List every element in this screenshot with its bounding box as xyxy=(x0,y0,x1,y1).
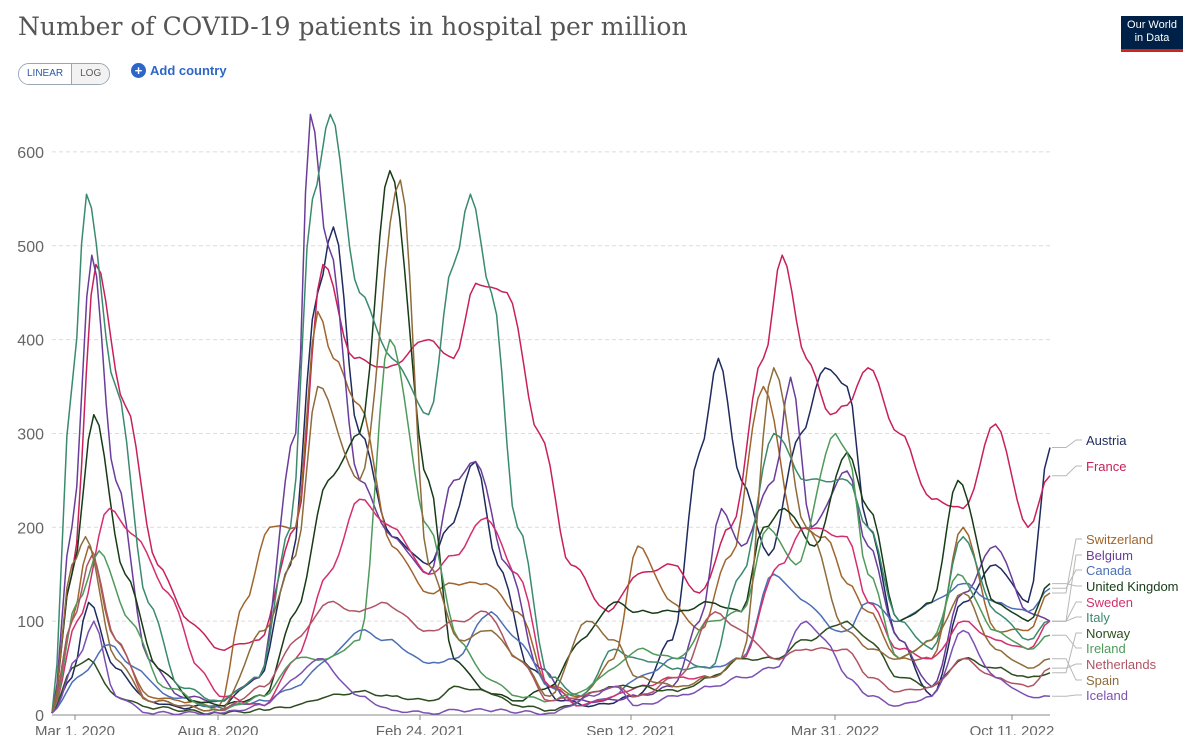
y-tick-label: 400 xyxy=(17,333,44,350)
plus-circle-icon: + xyxy=(131,63,146,78)
series-line-iceland xyxy=(51,620,1051,716)
y-tick-label: 200 xyxy=(17,520,44,537)
legend-leader-line xyxy=(1052,658,1082,681)
add-country-button[interactable]: + Add country xyxy=(131,63,227,78)
x-tick-label: Oct 11, 2022 xyxy=(970,723,1055,735)
legend-leader-line xyxy=(1052,663,1082,669)
legend-label-norway: Norway xyxy=(1086,626,1131,641)
add-country-label: Add country xyxy=(150,63,227,78)
y-tick-label: 100 xyxy=(17,614,44,631)
series-line-italy xyxy=(51,113,1051,714)
series-line-ireland xyxy=(51,338,1051,714)
y-tick-label: 0 xyxy=(35,708,44,725)
series-line-sweden xyxy=(51,498,1051,714)
series-line-netherlands xyxy=(51,554,1051,714)
legend-leader-line xyxy=(1052,569,1082,589)
legend-label-ireland: Ireland xyxy=(1086,641,1126,656)
log-scale-button[interactable]: LOG xyxy=(72,64,110,84)
x-tick-label: Feb 24, 2021 xyxy=(376,723,464,735)
legend-label-sweden: Sweden xyxy=(1086,595,1133,610)
y-tick-label: 500 xyxy=(17,239,44,256)
legend-label-canada: Canada xyxy=(1086,563,1132,578)
legend-label-austria: Austria xyxy=(1086,433,1127,448)
series-line-canada xyxy=(51,573,1051,714)
y-tick-label: 300 xyxy=(17,426,44,443)
legend-leader-line xyxy=(1052,465,1082,477)
legend-label-spain: Spain xyxy=(1086,673,1119,688)
series-line-switzerland xyxy=(51,310,1051,714)
legend-label-france: France xyxy=(1086,459,1126,474)
legend-leader-line xyxy=(1052,583,1082,587)
logo-line-2: in Data xyxy=(1134,32,1170,44)
legend-label-italy: Italy xyxy=(1086,610,1110,625)
x-tick-label: Sep 12, 2021 xyxy=(586,723,675,735)
chart-title: Number of COVID-19 patients in hospital … xyxy=(18,12,688,41)
y-tick-label: 600 xyxy=(17,145,44,162)
legend-label-iceland: Iceland xyxy=(1086,688,1128,703)
legend-leader-line xyxy=(1052,694,1082,697)
x-tick-label: Mar 1, 2020 xyxy=(35,723,115,735)
legend-leader-line xyxy=(1052,616,1082,622)
legend-leader-line xyxy=(1052,632,1082,674)
legend-label-netherlands: Netherlands xyxy=(1086,657,1157,672)
legend-label-united-kingdom: United Kingdom xyxy=(1086,579,1179,594)
logo-line-1: Our World xyxy=(1127,19,1177,31)
owid-logo[interactable]: Our World in Data xyxy=(1121,16,1183,52)
legend-label-switzerland: Switzerland xyxy=(1086,532,1153,547)
legend-leader-line xyxy=(1052,439,1082,448)
series-line-belgium xyxy=(51,113,1051,714)
linear-scale-button[interactable]: LINEAR xyxy=(19,64,73,84)
series-line-spain xyxy=(51,179,1051,714)
legend-leader-line xyxy=(1052,634,1082,649)
x-tick-label: Aug 8, 2020 xyxy=(178,723,259,735)
series-line-france xyxy=(51,254,1051,714)
scale-toggle[interactable]: LINEAR LOG xyxy=(18,63,111,85)
legend-label-belgium: Belgium xyxy=(1086,548,1133,563)
x-tick-label: Mar 31, 2022 xyxy=(791,723,879,735)
legend-leader-line xyxy=(1052,538,1082,594)
